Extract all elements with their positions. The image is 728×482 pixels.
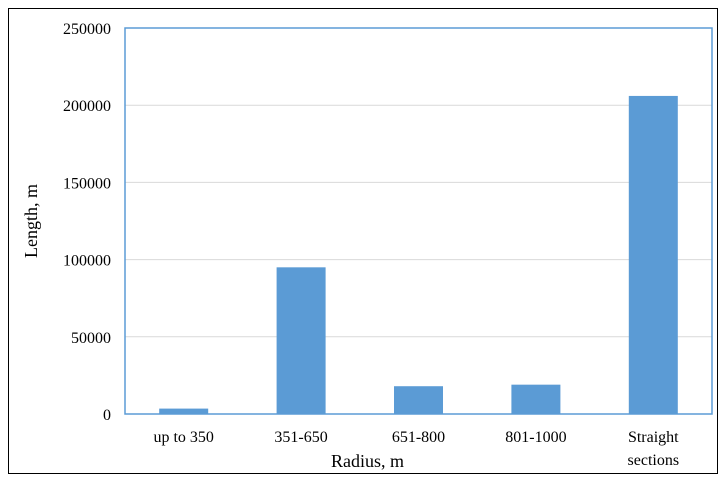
y-tick-label: 0 (103, 407, 111, 424)
y-axis-ticks: 0 50000 100000 150000 200000 250000 (63, 21, 111, 424)
y-axis-title: Length, m (21, 184, 41, 258)
y-tick-label: 100000 (63, 253, 111, 270)
x-axis-title: Radius, m (331, 451, 404, 471)
y-tick-label: 200000 (63, 98, 111, 115)
y-tick-label: 50000 (71, 330, 111, 347)
x-tick-label: up to 350 (153, 429, 213, 446)
gridlines (125, 104, 712, 338)
plot-area (124, 27, 713, 415)
bar (628, 95, 678, 414)
x-tick-label: 801-1000 (505, 429, 566, 446)
y-tick-label: 250000 (63, 21, 111, 38)
chart-frame (8, 8, 718, 474)
bar (511, 384, 561, 414)
bar (159, 408, 209, 414)
x-tick-label: 651-800 (392, 429, 445, 446)
x-tick-label: 351-650 (274, 429, 327, 446)
y-tick-label: 150000 (63, 175, 111, 192)
bar (276, 267, 326, 414)
bars (159, 95, 678, 414)
x-tick-label: Straight sections (628, 429, 680, 469)
bar (394, 386, 443, 414)
x-axis-ticks: up to 350 351-650 651-800 801-1000 Straight s… (153, 429, 679, 469)
